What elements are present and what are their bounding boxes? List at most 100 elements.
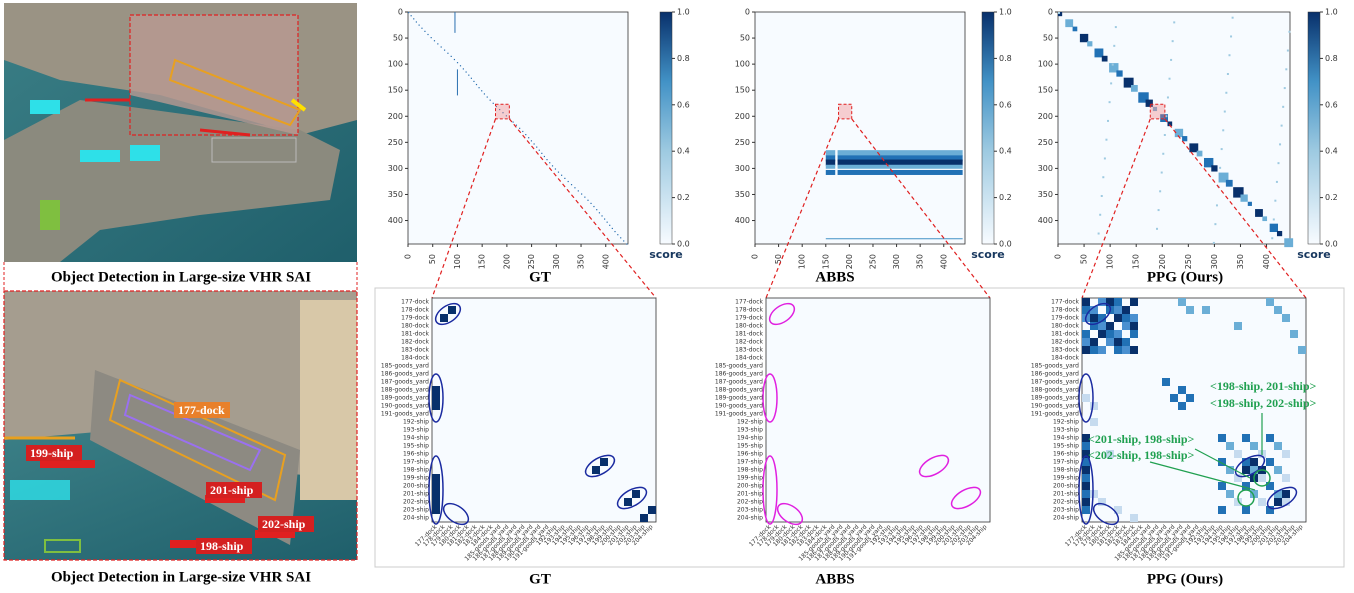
x-tick-label: 350 [1236,254,1245,269]
cell [528,137,530,139]
cell [623,240,625,242]
row-label: 177-dock [735,299,763,306]
annotation-arrow [1194,448,1251,479]
annotation: <201-ship, 198-ship> [1088,432,1195,446]
cell [557,171,560,173]
matrix-bg [765,297,991,523]
cell [1284,238,1294,248]
cell [543,155,545,158]
cell [561,174,563,176]
cell [570,184,573,186]
cell [533,143,535,145]
cell [1182,136,1188,142]
y-tick-label: 0 [1048,8,1053,17]
row-label: 195-ship [737,443,763,450]
cell [415,21,417,23]
highlight-ellipse [918,454,950,478]
cell [1234,498,1242,506]
cell [1130,84,1138,92]
cell [1218,506,1226,514]
cell [1082,466,1090,474]
cell [475,83,478,86]
highlight-ellipse [950,486,982,510]
highlight-ellipse [616,486,648,510]
cell [1103,157,1106,160]
y-tick-label: 50 [393,34,403,43]
cell [1218,482,1226,490]
cell [502,112,504,114]
cell [825,169,836,175]
row-label: 186-goods_yard [381,371,429,378]
cell [1283,87,1286,90]
highlight-ellipse [1253,469,1271,487]
x-tick-label: 0 [1054,254,1063,259]
colorbar-tick-label: 1.0 [999,8,1012,17]
cell [1123,77,1134,88]
cell [1226,442,1234,450]
row-label: 200-ship [1053,483,1079,490]
image-label: 201-ship [210,483,254,497]
cell [481,90,483,92]
row-label: 188-goods_yard [381,387,429,394]
colorbar-tick-label: 1.0 [677,8,690,17]
cell [462,68,464,70]
cell [1186,394,1194,402]
cell [626,243,628,245]
row-label: 177-dock [401,299,429,306]
cell [1098,314,1106,322]
cell [554,168,557,170]
colorbar-tick-label: 0.8 [999,54,1012,63]
cell [1274,466,1282,474]
row-label: 194-ship [1053,435,1079,442]
row-label: 200-ship [403,483,429,490]
y-tick-label: 250 [388,138,403,147]
cell [1247,201,1252,206]
cell [1138,92,1149,103]
cell [432,474,440,482]
cell [1130,514,1138,522]
cell [1114,314,1122,322]
cell [825,159,836,166]
colorbar-tick-label: 0.0 [1325,240,1338,249]
cell [432,498,440,506]
y-tick-label: 100 [1038,60,1053,69]
colorbar-tick-label: 0.6 [999,100,1012,109]
x-tick-label: 50 [774,254,783,264]
row-label: 190-goods_yard [715,403,763,410]
cell [837,150,963,157]
cell [1094,48,1104,58]
cell [1242,482,1250,490]
row-label: 187-goods_yard [1031,379,1079,386]
cell [1234,450,1242,458]
cell [1282,490,1290,498]
caption: ABBS [815,269,854,285]
row-label: 186-goods_yard [715,371,763,378]
y-tick-label: 0 [398,8,403,17]
cell [604,218,606,220]
highlight-ellipse [584,454,616,478]
cell [1090,402,1098,410]
cell [581,193,583,195]
row-label: 204-ship [1053,515,1079,522]
caption: Object Detection in Large-size VHR SAI [51,569,311,585]
cell [1058,12,1063,17]
y-tick-label: 300 [388,164,403,173]
x-tick-label: 0 [404,254,413,259]
cell [1122,338,1130,346]
cell [596,209,598,211]
cell [1157,209,1160,212]
highlight-ellipse [1237,489,1255,507]
row-label: 200-ship [737,483,763,490]
y-tick-label: 100 [735,60,750,69]
cell [1087,41,1093,47]
cell [825,155,836,162]
cell [1167,121,1173,127]
cell [432,402,440,410]
highlight-ellipse [442,502,470,526]
cell [1215,204,1218,207]
row-label: 185-goods_yard [715,363,763,370]
cell [620,237,622,239]
cell [432,394,440,402]
cell [1090,490,1098,498]
x-tick-label: 150 [1132,254,1141,269]
